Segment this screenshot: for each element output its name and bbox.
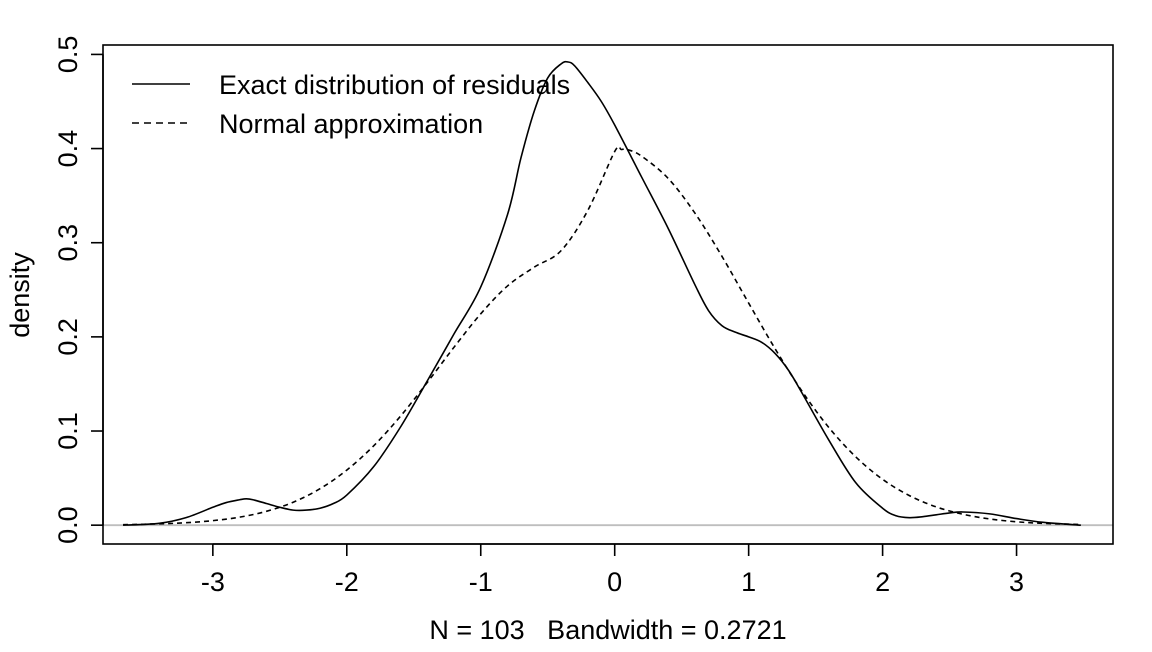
y-tick-label: 0.5 [53, 36, 83, 74]
legend-label-normal-approximation: Normal approximation [219, 109, 483, 139]
y-tick-label: 0.1 [53, 412, 83, 450]
x-tick-label: -2 [335, 567, 359, 597]
y-tick-label: 0.0 [53, 506, 83, 544]
x-tick-label: 3 [1009, 567, 1024, 597]
x-axis: -3 -2 -1 0 1 2 3 [201, 543, 1024, 597]
series-layer [123, 60, 1081, 526]
y-axis: 0.0 0.1 0.2 0.3 0.4 0.5 [53, 36, 104, 544]
x-tick-label: 2 [875, 567, 890, 597]
legend-label-exact-distribution: Exact distribution of residuals [219, 70, 570, 100]
x-axis-label: N = 103 Bandwidth = 0.2721 [429, 615, 786, 645]
x-tick-label: 0 [607, 567, 622, 597]
x-tick-label: 1 [741, 567, 756, 597]
y-axis-label: density [5, 252, 35, 338]
x-tick-label: -1 [469, 567, 493, 597]
y-tick-label: 0.2 [53, 318, 83, 356]
y-tick-label: 0.4 [53, 130, 83, 168]
y-tick-label: 0.3 [53, 224, 83, 262]
legend: Exact distribution of residuals Normal a… [132, 70, 570, 139]
x-tick-label: -3 [201, 567, 225, 597]
series-line-normal-approximation [123, 145, 1081, 526]
